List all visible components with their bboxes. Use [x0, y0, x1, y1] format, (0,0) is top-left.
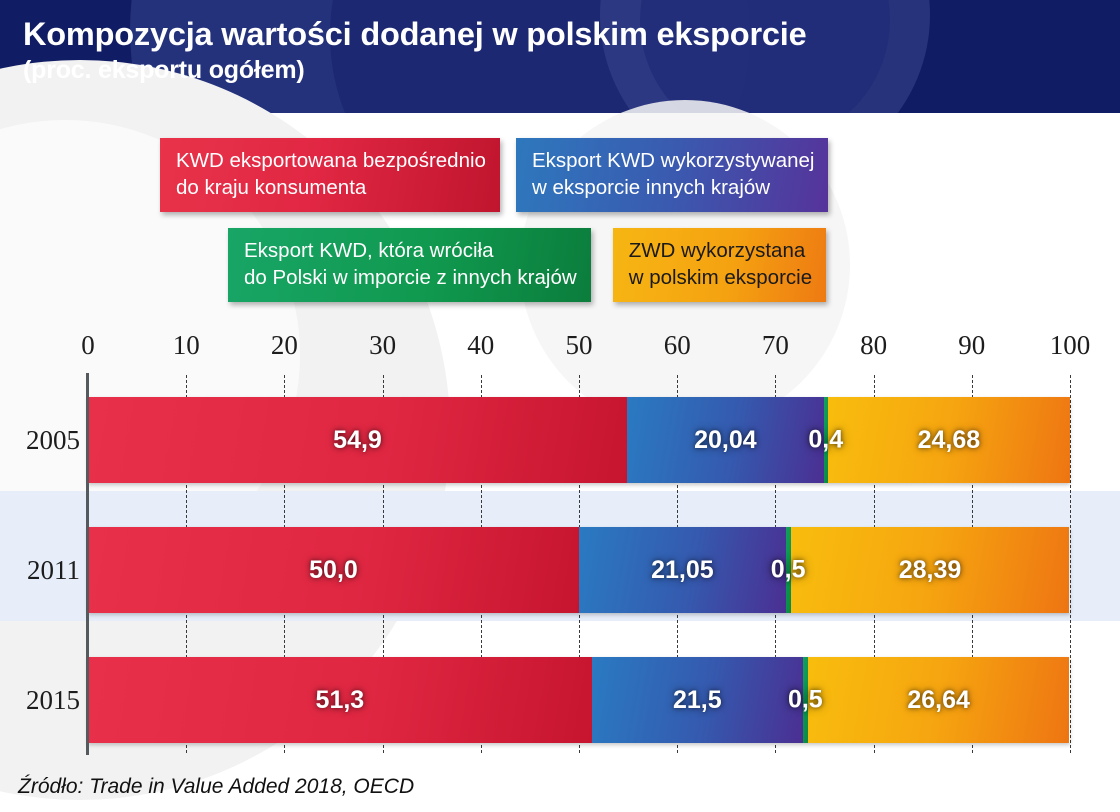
- x-tick-label-60: 60: [663, 330, 691, 360]
- bar-value-label: 24,68: [917, 425, 981, 454]
- bar-segment-2015-s3[interactable]: 0,5: [788, 657, 823, 743]
- legend-item-label-line2: w eksporcie innych krajów: [531, 176, 771, 199]
- bar-value-label: 51,3: [315, 685, 365, 714]
- legend-item-label-line1: Eksport KWD wykorzystywanej: [531, 149, 815, 172]
- x-tick-label-10: 10: [172, 330, 200, 360]
- bar-value-label: 28,39: [898, 555, 962, 584]
- bar-segment-2011-s3[interactable]: 0,5: [771, 527, 806, 613]
- x-tick-label-80: 80: [860, 330, 888, 360]
- legend-spacer: [500, 138, 516, 212]
- x-tick-label-90: 90: [958, 330, 986, 360]
- bar-segment-2005-s2[interactable]: 20,04: [627, 397, 824, 483]
- stacked-bar-2005[interactable]: 54,9 20,04 0,4 24,68: [88, 397, 1071, 483]
- bar-value-label: 26,64: [907, 685, 970, 714]
- bar-value-label: 50,0: [309, 555, 358, 584]
- bar-value-label: 21,05: [651, 555, 714, 584]
- bar-value-label: 21,5: [672, 685, 722, 714]
- x-tick-label-20: 20: [270, 330, 298, 360]
- category-label-2005: 2005: [26, 425, 80, 455]
- bar-segment-2011-s4[interactable]: 28,39: [790, 527, 1070, 613]
- x-tick-label-30: 30: [369, 330, 397, 360]
- legend-item-label-line1: Eksport KWD, która wróciła: [244, 239, 494, 262]
- legend-item-kwd-direct[interactable]: KWD eksportowana bezpośrednio do kraju k…: [160, 138, 500, 212]
- x-axis-tick-labels: 0 10 20 30 40 50 60 70 80 90 100: [0, 330, 1120, 370]
- bar-segment-2005-s3[interactable]: 0,4: [808, 397, 843, 483]
- bar-segment-2015-s1[interactable]: 51,3: [88, 657, 592, 743]
- y-axis-line: [86, 373, 89, 755]
- legend-item-label-line2: do Polski w imporcie z innych krajów: [244, 266, 577, 289]
- x-tick-label-40: 40: [467, 330, 495, 360]
- x-tick-label-100: 100: [1049, 330, 1091, 360]
- bar-value-label: 20,04: [694, 425, 757, 454]
- bar-segment-2005-s4[interactable]: 24,68: [827, 397, 1071, 483]
- legend-item-label-line1: KWD eksportowana bezpośrednio: [176, 149, 486, 172]
- legend-item-kwd-returned[interactable]: Eksport KWD, która wróciła do Polski w i…: [228, 228, 591, 302]
- category-label-2011: 2011: [27, 555, 80, 585]
- bar-segment-2015-s4[interactable]: 26,64: [807, 657, 1070, 743]
- bar-segment-2011-s2[interactable]: 21,05: [579, 527, 786, 613]
- bar-row-2011: 2011 50,0 21,05 0,5 28,39: [0, 505, 1120, 635]
- legend-spacer: [591, 228, 613, 302]
- bar-segment-2005-s1[interactable]: 54,9: [88, 397, 628, 483]
- bar-segment-2015-s2[interactable]: 21,5: [591, 657, 803, 743]
- bar-row-2005: 2005 54,9 20,04 0,4 24,68: [0, 375, 1120, 505]
- bar-value-label: 0,5: [787, 685, 823, 714]
- bar-value-label: 0,4: [808, 425, 844, 454]
- legend-item-zwd-used[interactable]: ZWD wykorzystana w polskim eksporcie: [612, 228, 827, 302]
- legend-row-1: KWD eksportowana bezpośrednio do kraju k…: [160, 138, 829, 212]
- legend-item-label-line1: ZWD wykorzystana: [628, 239, 806, 262]
- x-tick-label-50: 50: [565, 330, 593, 360]
- stacked-bar-2011[interactable]: 50,0 21,05 0,5 28,39: [88, 527, 1070, 613]
- legend-item-label-line2: do kraju konsumenta: [176, 176, 367, 199]
- legend-item-label-line2: w polskim eksporcie: [628, 266, 813, 289]
- bar-value-label: 0,5: [770, 555, 806, 584]
- stacked-bar-2015[interactable]: 51,3 21,5 0,5 26,64: [88, 657, 1070, 743]
- legend-row-2: Eksport KWD, która wróciła do Polski w i…: [228, 228, 827, 302]
- bar-value-label: 54,9: [333, 425, 382, 454]
- x-tick-label-70: 70: [761, 330, 789, 360]
- bar-segment-2011-s1[interactable]: 50,0: [88, 527, 579, 613]
- legend-item-kwd-other-countries[interactable]: Eksport KWD wykorzystywanej w eksporcie …: [515, 138, 829, 212]
- gridline-100: [1070, 375, 1071, 753]
- source-note: Źródło: Trade in Value Added 2018, OECD: [18, 775, 415, 798]
- chart-legend: KWD eksportowana bezpośrednio do kraju k…: [0, 113, 1120, 313]
- category-label-2015: 2015: [26, 685, 80, 715]
- bar-row-2015: 2015 51,3 21,5 0,5 26,64: [0, 635, 1120, 765]
- x-tick-label-0: 0: [81, 330, 95, 360]
